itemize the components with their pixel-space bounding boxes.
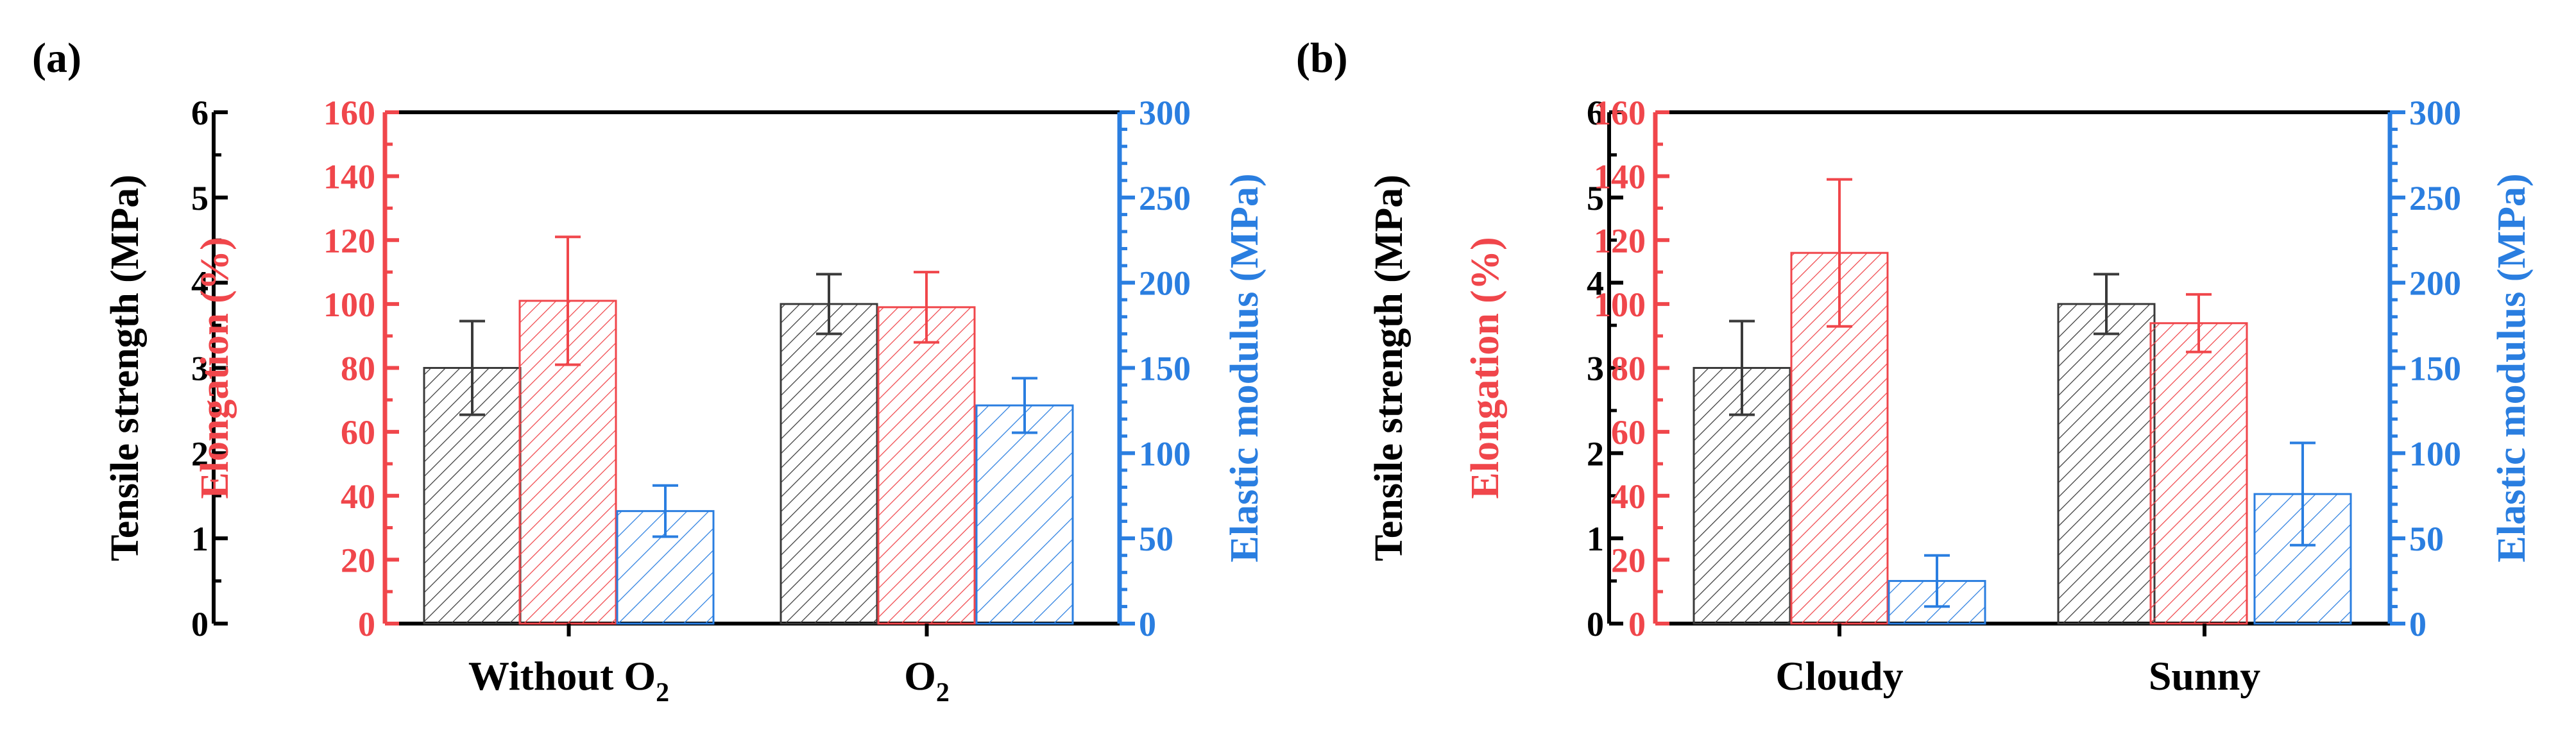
modulus-tick-label: 100: [1139, 434, 1191, 473]
tensile-tick-label: 6: [1587, 94, 1604, 132]
modulus-tick-label: 0: [1139, 605, 1156, 643]
modulus-tick-label: 0: [2409, 605, 2427, 643]
modulus-axis-title: Elastic modulus (MPa): [1223, 173, 1267, 562]
tensile-bar: [2057, 303, 2156, 625]
elongation-tick-label: 40: [1611, 477, 1646, 516]
modulus-tick-label: 50: [2409, 520, 2444, 558]
modulus-axis-title: Elastic modulus (MPa): [2490, 173, 2534, 562]
category-label: Sunny: [2149, 653, 2260, 699]
elongation-bar: [877, 306, 976, 625]
modulus-tick-label: 200: [1139, 264, 1191, 303]
modulus-tick-label: 150: [2409, 350, 2461, 388]
modulus-tick-label: 150: [1139, 350, 1191, 388]
tensile-tick-label: 3: [1587, 350, 1604, 388]
tensile-tick-label: 1: [1587, 520, 1604, 558]
panel-label: (a): [32, 35, 81, 81]
elongation-tick-label: 80: [341, 350, 375, 388]
elongation-tick-label: 20: [341, 541, 375, 579]
elongation-tick-label: 40: [341, 477, 375, 516]
elongation-tick-label: 0: [1628, 605, 1646, 643]
tensile-bar: [780, 303, 878, 625]
modulus-tick-label: 300: [1139, 94, 1191, 132]
elongation-tick-label: 0: [358, 605, 375, 643]
tensile-axis-title: Tensile strength (MPa): [103, 174, 147, 561]
elongation-tick-label: 20: [1611, 541, 1646, 579]
elongation-tick-label: 140: [323, 158, 375, 196]
elongation-tick-label: 140: [1594, 158, 1646, 196]
modulus-bar: [975, 404, 1074, 625]
modulus-tick-label: 50: [1139, 520, 1173, 558]
elongation-tick-label: 120: [323, 221, 375, 260]
tensile-tick-label: 0: [191, 605, 209, 643]
panel-b: (b)0123456020406080100120140160050100150…: [1296, 35, 2534, 699]
tensile-axis-title: Tensile strength (MPa): [1367, 174, 1411, 561]
elongation-tick-label: 60: [1611, 413, 1646, 452]
elongation-tick-label: 80: [1611, 350, 1646, 388]
panel-a: (a)0123456020406080100120140160050100150…: [32, 35, 1267, 708]
elongation-tick-label: 120: [1594, 221, 1646, 260]
category-label: Without O2: [468, 653, 669, 708]
elongation-axis-title: Elongation (%): [1463, 237, 1507, 498]
elongation-tick-label: 100: [1594, 285, 1646, 324]
tensile-tick-label: 4: [1587, 264, 1604, 303]
tensile-tick-label: 2: [191, 434, 209, 473]
tensile-tick-label: 1: [191, 520, 209, 558]
elongation-tick-label: 60: [341, 413, 375, 452]
category-subscript: 2: [936, 678, 950, 708]
elongation-tick-label: 160: [323, 94, 375, 132]
modulus-tick-label: 250: [1139, 179, 1191, 217]
elongation-tick-label: 160: [1594, 94, 1646, 132]
category-subscript: 2: [656, 678, 669, 708]
category-label: O2: [904, 653, 950, 708]
tensile-tick-label: 2: [1587, 434, 1604, 473]
modulus-tick-label: 100: [2409, 434, 2461, 473]
elongation-tick-label: 100: [323, 285, 375, 324]
tensile-tick-label: 6: [191, 94, 209, 132]
modulus-tick-label: 300: [2409, 94, 2461, 132]
tensile-tick-label: 5: [191, 179, 209, 217]
elongation-axis-title: Elongation (%): [193, 237, 237, 498]
category-label: Cloudy: [1775, 653, 1903, 699]
tensile-tick-label: 0: [1587, 605, 1604, 643]
panel-label: (b): [1296, 35, 1348, 81]
tensile-tick-label: 3: [191, 350, 209, 388]
modulus-tick-label: 250: [2409, 179, 2461, 217]
elongation-bar: [2149, 322, 2248, 625]
modulus-tick-label: 200: [2409, 264, 2461, 303]
tensile-tick-label: 5: [1587, 179, 1604, 217]
tensile-tick-label: 4: [191, 264, 209, 303]
